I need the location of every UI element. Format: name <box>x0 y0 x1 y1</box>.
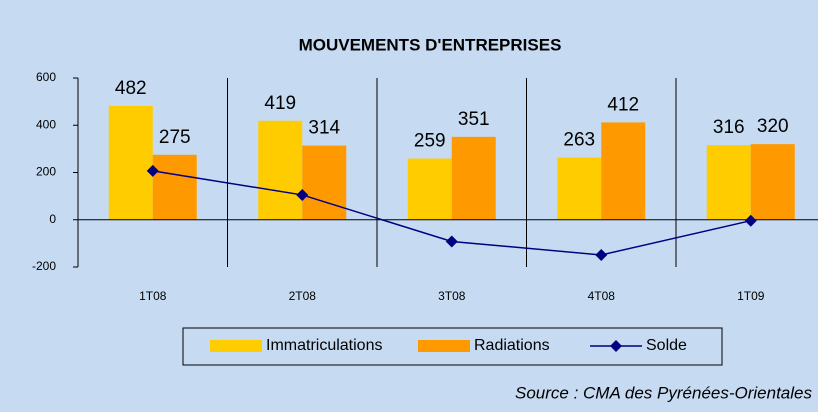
source: Source : CMA des Pyrénées-Orientales <box>515 383 812 402</box>
line-marker <box>595 248 608 261</box>
line-marker <box>445 235 458 248</box>
value-label: 320 <box>757 116 789 137</box>
legend-swatch <box>210 340 262 352</box>
bar <box>407 158 452 220</box>
x-tick-label: 2T08 <box>289 289 317 303</box>
x-tick-label: 3T08 <box>438 289 466 303</box>
bar <box>601 122 646 220</box>
x-tick-label: 4T08 <box>588 289 616 303</box>
bar <box>750 144 795 220</box>
y-tick-label: -200 <box>32 259 56 273</box>
bar <box>302 145 347 220</box>
line-marker <box>744 214 757 227</box>
line-marker <box>146 164 159 177</box>
value-label: 314 <box>308 118 340 139</box>
bar <box>706 145 751 220</box>
value-label: 351 <box>458 109 490 130</box>
bar <box>108 105 153 220</box>
y-tick-label: 400 <box>36 117 56 131</box>
legend-label: Solde <box>646 337 687 354</box>
x-tick-label: 1T08 <box>139 289 167 303</box>
legend-label: Radiations <box>474 337 550 354</box>
bar <box>258 120 303 220</box>
bar <box>451 136 496 220</box>
legend-label: Immatriculations <box>266 337 382 354</box>
value-label: 412 <box>607 94 639 115</box>
chart-title: MOUVEMENTS D'ENTREPRISES <box>299 35 562 54</box>
bar <box>557 157 602 220</box>
y-tick-label: 200 <box>36 165 56 179</box>
y-tick-label: 600 <box>36 70 56 84</box>
value-label: 275 <box>159 127 191 148</box>
value-label: 263 <box>563 130 595 151</box>
value-label: 419 <box>264 93 296 114</box>
value-label: 259 <box>414 131 446 152</box>
bar <box>152 154 197 220</box>
value-label: 482 <box>115 78 147 99</box>
legend-swatch-marker <box>610 340 622 352</box>
x-tick-label: 1T09 <box>737 289 765 303</box>
line-marker <box>296 188 309 201</box>
value-label: 316 <box>713 117 745 138</box>
y-tick-label: 0 <box>49 212 56 226</box>
legend-swatch <box>418 340 470 352</box>
